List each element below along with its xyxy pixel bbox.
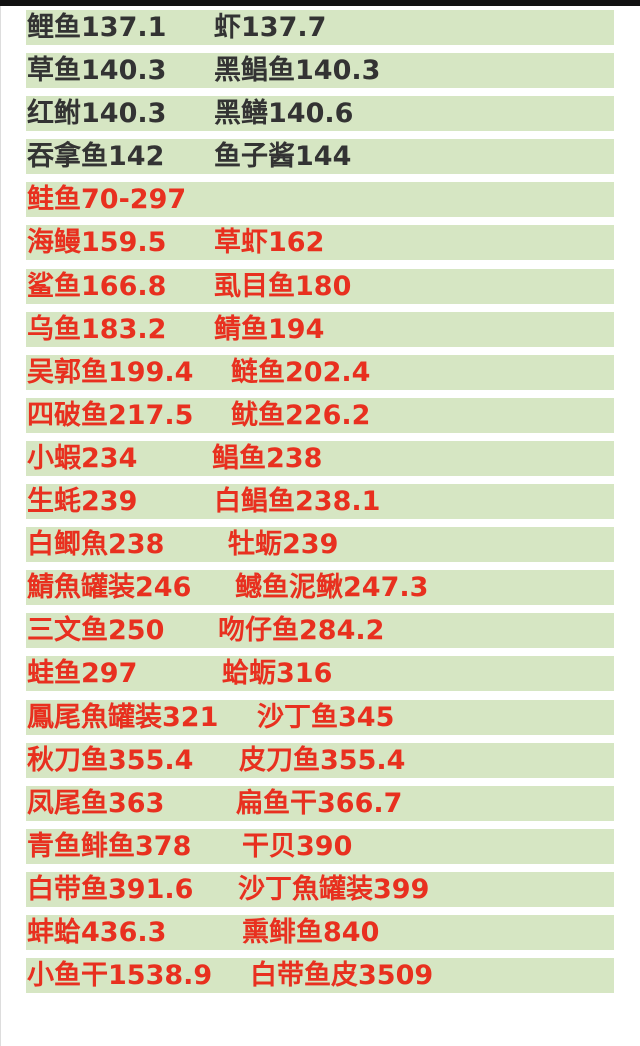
food-item-left: 蛙鱼297 — [27, 658, 138, 690]
food-item-right: 鲳鱼238 — [212, 442, 323, 474]
list-row: 鳳尾魚罐装321 沙丁鱼345 — [26, 699, 614, 735]
list-row: 鲑鱼70-297 — [26, 182, 614, 218]
list-row: 小鱼干1538.9 白带鱼皮3509 — [26, 958, 614, 994]
food-item-left: 鯖魚罐装246 — [27, 572, 192, 604]
food-item-right: 熏鲱鱼840 — [242, 916, 380, 948]
food-item-right: 沙丁魚罐装399 — [238, 873, 430, 905]
food-item-left: 白鲫魚238 — [27, 529, 165, 561]
food-item-right: 鲭鱼194 — [214, 313, 325, 345]
food-item-left: 吞拿鱼142 — [27, 141, 165, 173]
list-row: 蚌蛤436.3 熏鲱鱼840 — [26, 914, 614, 950]
purine-list: 鲤鱼137.1 虾137.7 草鱼140.3 黑鲳鱼140.3 红鲋140.3 黑鳝140… — [26, 10, 614, 1001]
food-item-right: 白鲳鱼238.1 — [214, 486, 381, 518]
food-item-right: 吻仔鱼284.2 — [218, 615, 385, 647]
food-item-left: 红鲋140.3 — [27, 98, 167, 130]
food-item-right: 虱目鱼180 — [214, 270, 352, 302]
list-row: 鲨鱼166.8 虱目鱼180 — [26, 268, 614, 304]
list-row: 三文鱼250 吻仔鱼284.2 — [26, 613, 614, 649]
food-item-left: 鳳尾魚罐装321 — [27, 701, 219, 733]
food-item-left: 鲤鱼137.1 — [27, 12, 167, 43]
list-row: 海鳗159.5 草虾162 — [26, 225, 614, 261]
food-item-right: 草虾162 — [214, 227, 325, 259]
food-item-right: 白带鱼皮3509 — [250, 960, 434, 992]
food-item-right: 虾137.7 — [214, 12, 327, 43]
food-item-left: 四破鱼217.5 — [27, 399, 194, 431]
food-item-right: 皮刀鱼355.4 — [239, 744, 406, 776]
food-item-right: 鱿鱼226.2 — [231, 399, 371, 431]
food-item-right: 黑鲳鱼140.3 — [214, 55, 381, 87]
list-row: 鯖魚罐装246 鳡鱼泥鳅247.3 — [26, 570, 614, 606]
list-row: 鲤鱼137.1 虾137.7 — [26, 10, 614, 45]
food-item-right: 鲢鱼202.4 — [231, 356, 371, 388]
list-row: 红鲋140.3 黑鳝140.6 — [26, 96, 614, 132]
food-item-left: 鲨鱼166.8 — [27, 270, 167, 302]
food-item-left: 生蚝239 — [27, 486, 138, 518]
food-item-right: 蛤蛎316 — [222, 658, 333, 690]
left-border — [0, 6, 1, 1046]
food-item-left: 乌鱼183.2 — [27, 313, 167, 345]
food-item-left: 凤尾鱼363 — [27, 787, 165, 819]
food-item-left: 鲑鱼70-297 — [27, 184, 187, 216]
food-item-right: 沙丁鱼345 — [257, 701, 395, 733]
list-row: 生蚝239 白鲳鱼238.1 — [26, 484, 614, 520]
list-row: 小蝦234 鲳鱼238 — [26, 440, 614, 476]
list-row: 四破鱼217.5 鱿鱼226.2 — [26, 397, 614, 433]
food-item-left: 小鱼干1538.9 — [27, 960, 213, 992]
food-item-left: 白带鱼391.6 — [27, 873, 194, 905]
food-item-left: 海鳗159.5 — [27, 227, 167, 259]
list-row: 凤尾鱼363 扁鱼干366.7 — [26, 785, 614, 821]
food-item-left: 吴郭鱼199.4 — [27, 356, 194, 388]
food-item-right: 牡蛎239 — [228, 529, 339, 561]
list-row: 乌鱼183.2 鲭鱼194 — [26, 311, 614, 347]
list-row: 吴郭鱼199.4 鲢鱼202.4 — [26, 354, 614, 390]
food-item-right: 鱼子酱144 — [214, 141, 352, 173]
list-row: 秋刀鱼355.4 皮刀鱼355.4 — [26, 742, 614, 778]
list-row: 白带鱼391.6 沙丁魚罐装399 — [26, 871, 614, 907]
food-item-right: 干贝390 — [242, 830, 353, 862]
food-item-right: 黑鳝140.6 — [214, 98, 354, 130]
food-item-left: 青鱼鲱鱼378 — [27, 830, 192, 862]
food-item-right: 扁鱼干366.7 — [236, 787, 403, 819]
list-row: 白鲫魚238 牡蛎239 — [26, 527, 614, 563]
list-row: 蛙鱼297 蛤蛎316 — [26, 656, 614, 692]
food-item-left: 秋刀鱼355.4 — [27, 744, 194, 776]
food-item-left: 小蝦234 — [27, 442, 138, 474]
food-item-left: 蚌蛤436.3 — [27, 916, 167, 948]
list-row: 吞拿鱼142 鱼子酱144 — [26, 139, 614, 175]
list-row: 青鱼鲱鱼378 干贝390 — [26, 828, 614, 864]
list-row: 草鱼140.3 黑鲳鱼140.3 — [26, 53, 614, 89]
food-item-left: 草鱼140.3 — [27, 55, 167, 87]
food-item-left: 三文鱼250 — [27, 615, 165, 647]
status-bar — [0, 0, 640, 6]
food-item-right: 鳡鱼泥鳅247.3 — [235, 572, 429, 604]
